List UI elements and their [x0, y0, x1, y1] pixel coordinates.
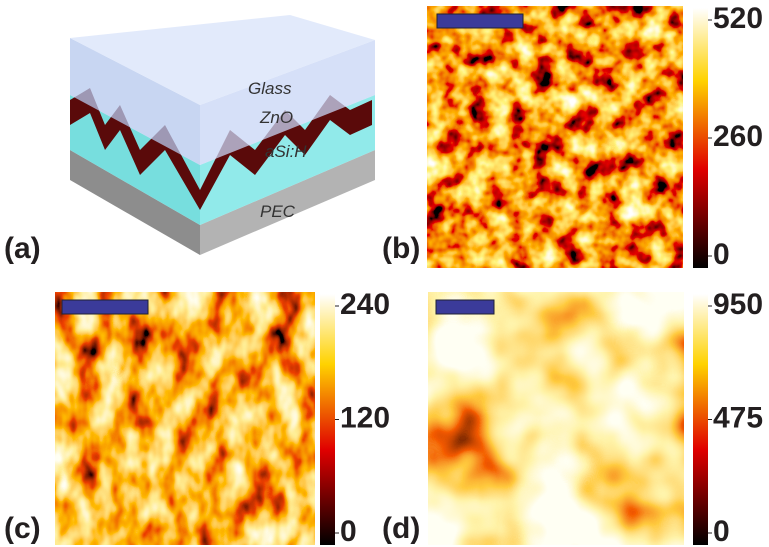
- afm-map: [427, 6, 683, 268]
- layer-label: PEC: [260, 202, 296, 221]
- layer-label: ZnO: [259, 108, 293, 127]
- tick-label: 120: [340, 401, 390, 434]
- tick-label: 0: [713, 238, 730, 271]
- tick-label: 520: [713, 2, 763, 35]
- colorbar: [693, 294, 708, 545]
- tick-label: 240: [340, 288, 390, 321]
- panel-label: (a): [4, 232, 41, 265]
- tick-label: 260: [713, 120, 763, 153]
- colorbar: [320, 294, 335, 545]
- scale-bar: [437, 14, 523, 28]
- afm-map: [55, 292, 315, 545]
- scale-bar: [436, 300, 494, 314]
- panel-label: (d): [382, 512, 420, 545]
- panel-label: (c): [4, 512, 41, 545]
- tick-label: 475: [713, 401, 763, 434]
- afm-map: [428, 292, 684, 545]
- scale-bar: [62, 300, 148, 314]
- tick-label: 0: [340, 515, 357, 547]
- tick-label: 0: [713, 515, 730, 547]
- schematic: Glass ZnO aSi:H PEC: [70, 15, 375, 255]
- figure: Glass ZnO aSi:H PEC (a) (b) (c) (d) 0 260…: [0, 0, 769, 547]
- tick-label: 950: [713, 288, 763, 321]
- colorbar: [693, 8, 708, 268]
- layer-label: aSi:H: [265, 142, 307, 161]
- panel-label: (b): [382, 232, 420, 265]
- layer-label: Glass: [248, 79, 292, 98]
